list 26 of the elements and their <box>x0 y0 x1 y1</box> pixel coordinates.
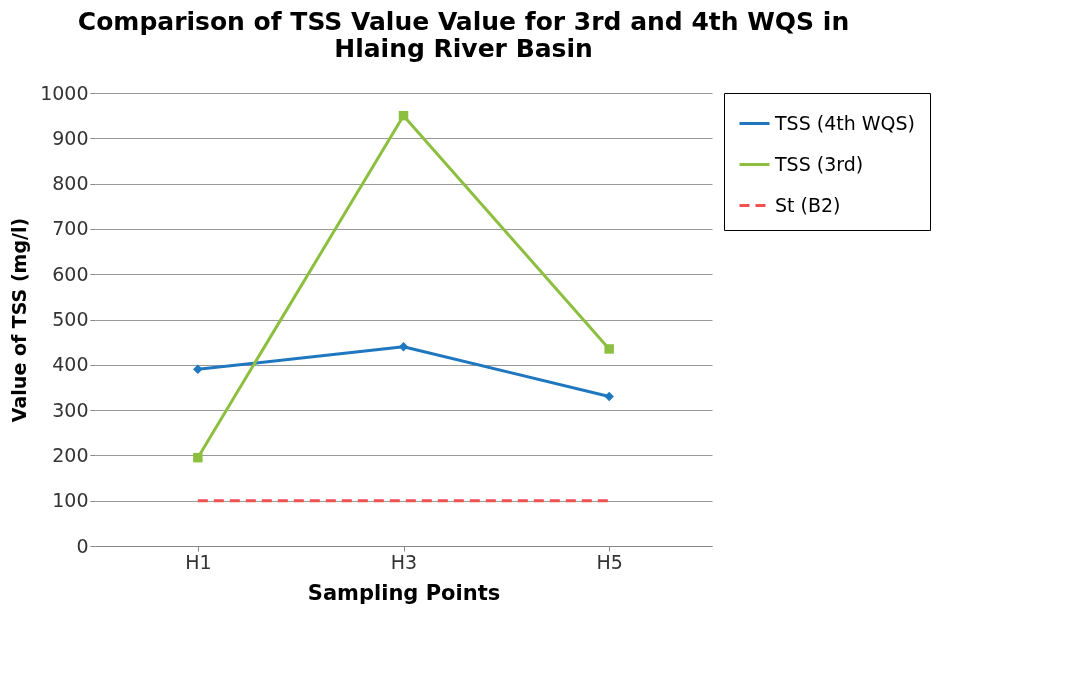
point <box>193 364 203 375</box>
y-tick-label: 900 <box>52 126 89 149</box>
y-tick-label: 700 <box>52 217 89 240</box>
y-tick-label: 800 <box>52 172 89 195</box>
legend-label: TSS (3rd) <box>774 152 864 175</box>
y-tick-label: 400 <box>52 353 89 376</box>
point <box>398 110 409 121</box>
y-tick-label: 100 <box>52 489 89 512</box>
y-tick-label: 1000 <box>40 81 89 104</box>
y-tick-label: 0 <box>76 534 89 557</box>
y-axis-title: Value of TSS (mg/l) <box>8 217 31 423</box>
y-tick-label: 500 <box>52 308 89 330</box>
x-axis-title: Sampling Points <box>307 580 501 605</box>
legend-label: TSS (4th WQS) <box>774 111 916 134</box>
chart-title: Comparison of TSS Value Value for 3rd and 4th WQS in Hlaing River Basin <box>77 7 850 63</box>
y-tick-label: 300 <box>52 398 89 421</box>
y-tick-label: 200 <box>52 443 89 466</box>
x-tick-label: H1 <box>185 550 212 573</box>
point <box>193 452 203 463</box>
x-tick-label: H5 <box>596 550 623 573</box>
legend-label: St (B2) <box>775 193 841 216</box>
point <box>398 341 409 352</box>
point <box>604 391 614 402</box>
x-tick-label: H3 <box>390 550 418 573</box>
point <box>604 344 614 354</box>
y-tick-label: 600 <box>52 262 89 285</box>
